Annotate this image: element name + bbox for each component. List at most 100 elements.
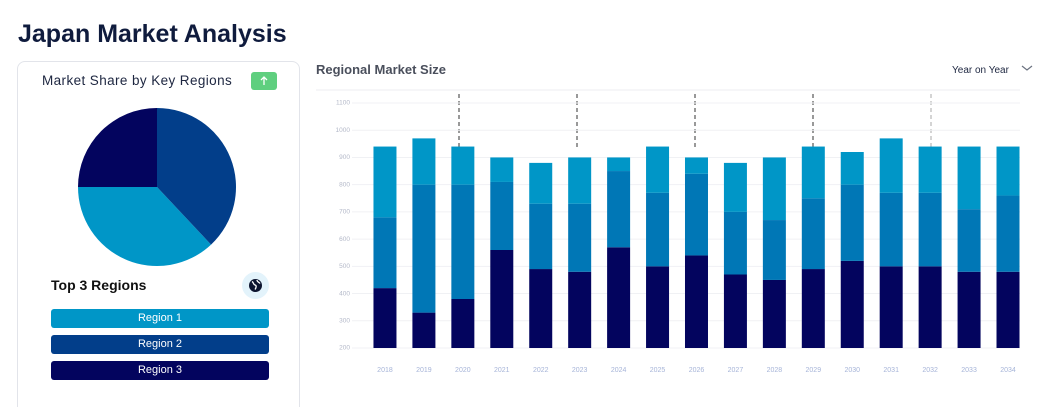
bar-segment: [490, 157, 514, 182]
arrow-icon: [260, 76, 268, 85]
markers: [458, 94, 932, 150]
bar-segment: [373, 217, 397, 289]
legend-button[interactable]: Region 1: [51, 309, 269, 328]
bar-segment: [918, 266, 942, 348]
bar-segment: [918, 146, 942, 193]
y-tick-label: 800: [339, 181, 350, 188]
bar-segment: [568, 157, 592, 204]
bar-segment: [957, 271, 981, 348]
page-title: Japan Market Analysis: [18, 20, 287, 48]
bar-segment: [762, 279, 786, 348]
globe-button[interactable]: [242, 272, 269, 299]
y-tick-label: 400: [339, 290, 350, 297]
dropdown-label: Year on Year: [952, 65, 1009, 76]
y-tick-label: 1100: [336, 100, 350, 107]
bar-segment: [879, 266, 903, 348]
bar-segment: [607, 157, 631, 172]
bar-segment: [412, 312, 436, 348]
y-tick-label: 900: [339, 154, 350, 161]
bar-segment: [529, 203, 553, 270]
x-tick-label: 2018: [377, 367, 393, 374]
bar-segment: [451, 184, 475, 299]
bar-segment: [801, 269, 825, 348]
bar-segment: [684, 173, 708, 256]
y-tick-label: 600: [339, 236, 350, 243]
bar-segment: [373, 288, 397, 348]
bar-segment: [568, 203, 592, 272]
bar-segment: [879, 192, 903, 267]
bar-segment: [918, 192, 942, 267]
y-tick-label: 1000: [336, 127, 351, 134]
bar-segment: [490, 181, 514, 250]
y-tick-label: 300: [339, 317, 350, 324]
bar-title: Regional Market Size: [316, 62, 447, 77]
bar-segment: [529, 162, 553, 204]
bar-segment: [451, 299, 475, 348]
y-tick-label: 500: [339, 263, 350, 270]
bar-segment: [957, 146, 981, 210]
x-tick-label: 2032: [922, 367, 938, 374]
pie-chart: [78, 108, 236, 266]
bar-segment: [840, 152, 864, 185]
bar-segment: [879, 138, 903, 193]
x-tick-label: 2022: [533, 367, 549, 374]
bar-segment: [451, 146, 475, 185]
legend-button[interactable]: Region 3: [51, 361, 269, 380]
x-tick-label: 2021: [494, 367, 510, 374]
x-tick-label: 2030: [844, 367, 860, 374]
bar-segment: [762, 220, 786, 280]
x-tick-label: 2033: [961, 367, 977, 374]
x-tick-label: 2034: [1000, 367, 1016, 374]
bar-segment: [646, 146, 670, 193]
bar-segment: [490, 250, 514, 348]
bar-segment: [723, 211, 747, 275]
y-tick-label: 200: [339, 345, 350, 352]
x-tick-label: 2027: [728, 367, 744, 374]
bar-segment: [684, 157, 708, 174]
bar-segment: [373, 146, 397, 218]
pie-slice: [157, 108, 236, 245]
bar-segment: [684, 255, 708, 348]
x-tick-label: 2029: [806, 367, 822, 374]
pie-card: [17, 61, 300, 407]
x-tick-label: 2031: [883, 367, 899, 374]
bar-segment: [996, 195, 1020, 272]
bar-segment: [957, 209, 981, 272]
bar-segment: [568, 271, 592, 348]
legend-button[interactable]: Region 2: [51, 335, 269, 354]
globe-icon: [249, 279, 262, 292]
bar-segment: [529, 269, 553, 348]
bar-segment: [723, 274, 747, 348]
legend-title: Top 3 Regions: [51, 277, 147, 293]
bar-segment: [801, 146, 825, 199]
bar-segment: [996, 146, 1020, 196]
x-tick-label: 2019: [416, 367, 432, 374]
bar-segment: [412, 184, 436, 313]
bar-segment: [412, 138, 436, 185]
bar-segment: [723, 162, 747, 212]
bar-segment: [762, 157, 786, 221]
x-tick-label: 2020: [455, 367, 471, 374]
bar-segment: [607, 247, 631, 348]
pie-title: Market Share by Key Regions: [42, 73, 233, 88]
x-tick-label: 2023: [572, 367, 588, 374]
chevron: [1021, 65, 1033, 71]
bar-segment: [646, 192, 670, 267]
bar-segment: [840, 184, 864, 261]
bar-segment: [840, 260, 864, 348]
x-tick-label: 2024: [611, 367, 627, 374]
y-tick-label: 700: [339, 209, 350, 216]
bar-segment: [996, 271, 1020, 348]
export-button[interactable]: [251, 72, 277, 90]
x-tick-label: 2026: [689, 367, 705, 374]
pie-slice: [78, 187, 212, 266]
bar-segment: [607, 171, 631, 248]
x-tick-label: 2028: [767, 367, 783, 374]
bar-segment: [646, 266, 670, 348]
bar-segment: [801, 198, 825, 270]
period-dropdown[interactable]: Year on Year: [952, 63, 1034, 76]
pie-slice: [78, 108, 157, 187]
x-tick-label: 2025: [650, 367, 666, 374]
